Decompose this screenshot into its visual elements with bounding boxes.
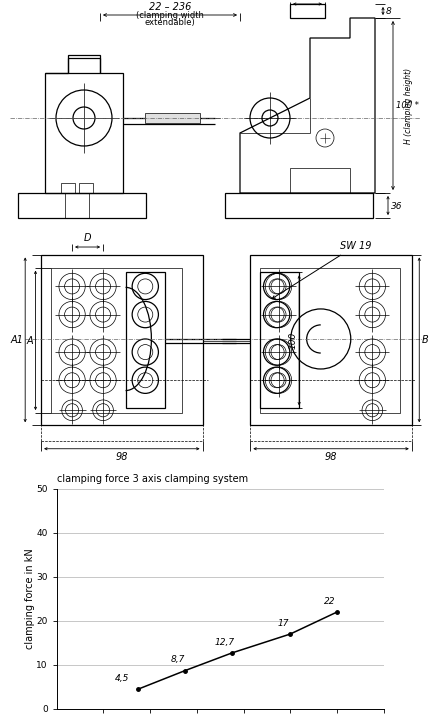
Bar [18,193,146,218]
Text: extendable): extendable) [145,18,195,27]
Bar [79,183,93,193]
Text: B: B [422,335,429,345]
Text: 8: 8 [386,6,392,16]
Text: 4,5: 4,5 [115,674,129,683]
Text: 100: 100 [288,332,297,349]
Text: 98: 98 [116,452,128,462]
Text: 22 – 236: 22 – 236 [149,2,191,12]
Text: 36: 36 [391,201,402,211]
Text: A1: A1 [10,335,23,345]
Bar [145,113,200,123]
Bar [225,193,373,218]
Bar [51,268,182,413]
Text: 12,7: 12,7 [215,638,235,647]
Text: 8,7: 8,7 [171,655,185,664]
Text: 22: 22 [324,596,336,606]
Text: 20: 20 [301,0,313,2]
Text: clamping force 3 axis clamping system: clamping force 3 axis clamping system [57,474,248,484]
Text: D: D [83,233,91,243]
Bar [68,55,100,73]
Bar [250,425,412,441]
Bar [260,268,401,413]
Bar [41,425,202,441]
Bar [41,254,202,425]
Bar [260,272,299,408]
Text: H (clamping height): H (clamping height) [404,68,413,144]
Text: (clamping width: (clamping width [136,11,204,20]
Bar [290,168,350,193]
Text: 98: 98 [325,452,337,462]
Text: 17: 17 [278,619,289,628]
Bar [290,4,325,18]
Text: SW 19: SW 19 [272,241,371,299]
Bar [61,183,75,193]
Y-axis label: clamping force in kN: clamping force in kN [25,548,35,649]
Text: 100 *: 100 * [396,102,419,110]
Text: A: A [27,336,34,346]
Bar [250,254,412,425]
Bar [126,272,165,408]
